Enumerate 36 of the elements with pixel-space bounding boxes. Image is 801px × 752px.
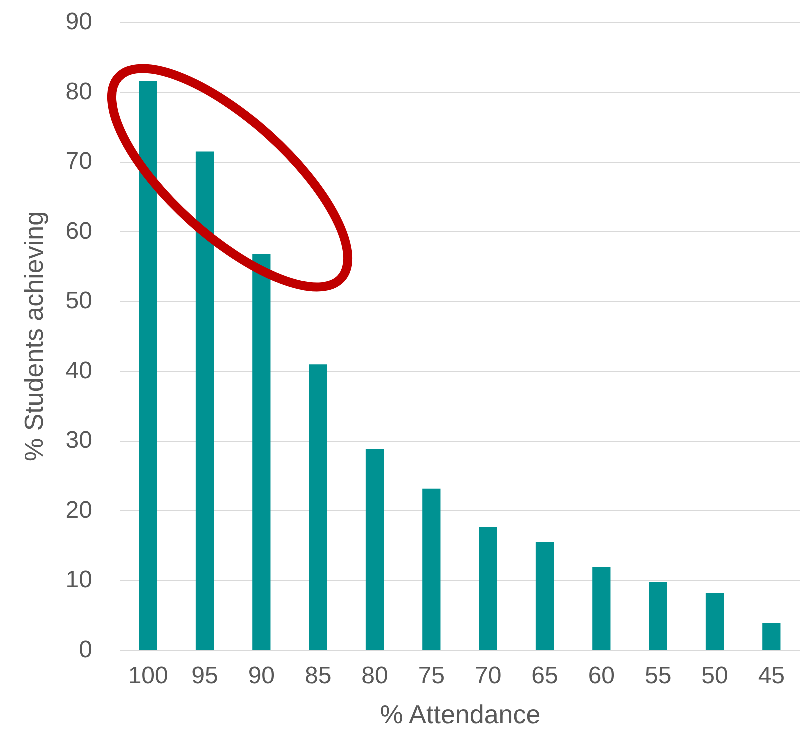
bar [196, 152, 214, 650]
x-tick-label: 70 [474, 662, 502, 690]
bar [139, 81, 158, 650]
x-tick-label: 80 [362, 662, 388, 690]
y-tick-label: 90 [66, 8, 92, 36]
y-axis-title: % Students achieving [18, 211, 49, 462]
x-tick-label: 100 [128, 662, 168, 690]
bar [252, 254, 271, 650]
x-tick-label: 75 [418, 662, 446, 690]
x-tick-label: 55 [644, 662, 672, 690]
bar [649, 582, 668, 650]
bar [706, 593, 724, 650]
x-tick-label: 95 [192, 662, 218, 690]
y-tick-label: 40 [66, 357, 92, 384]
y-tick-label: 50 [66, 288, 92, 315]
x-tick-label: 45 [758, 662, 786, 690]
y-tick-label: 0 [79, 636, 92, 664]
y-tick-label: 20 [66, 496, 92, 524]
x-axis-title: % Attendance [380, 700, 541, 730]
x-tick-label: 90 [248, 662, 276, 690]
bar [536, 542, 554, 650]
y-tick-label: 60 [66, 218, 92, 245]
y-tick-label: 10 [66, 566, 92, 594]
x-tick-label: 85 [304, 662, 332, 690]
x-tick-label: 65 [532, 662, 558, 690]
y-tick-label: 30 [66, 427, 92, 454]
bar [309, 364, 328, 650]
bar [422, 488, 441, 650]
x-tick-label: 50 [702, 662, 728, 690]
bar [479, 527, 498, 650]
x-tick-label: 60 [588, 662, 616, 690]
bar [366, 449, 384, 650]
bar [592, 566, 611, 650]
y-tick-label: 80 [66, 78, 92, 106]
bar [762, 623, 781, 650]
y-tick-label: 70 [66, 148, 92, 176]
